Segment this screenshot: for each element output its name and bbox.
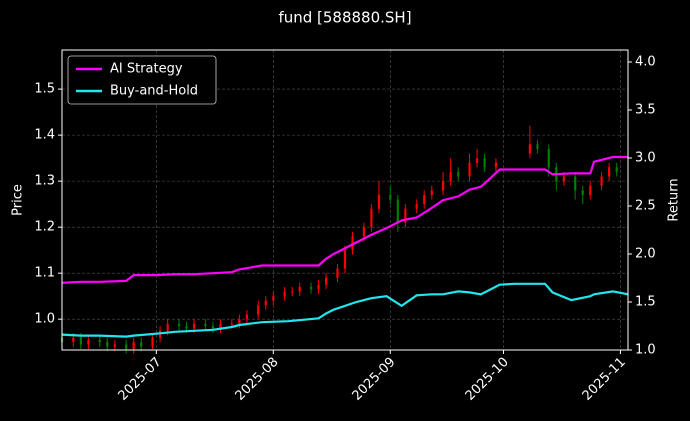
candle-body <box>547 148 550 168</box>
candle-body <box>204 323 207 327</box>
y2-axis-label: Return <box>667 178 682 221</box>
y-tick-label: 1.0 <box>34 312 55 327</box>
candle-body <box>264 300 267 306</box>
candle-body <box>192 323 196 329</box>
candle-body <box>581 190 584 195</box>
candle-body <box>615 167 618 172</box>
candle-body <box>574 176 577 191</box>
candle-body <box>272 296 275 301</box>
candle-body <box>125 344 128 350</box>
candle-body <box>177 323 181 327</box>
y-tick-label: 1.2 <box>34 220 55 235</box>
y2-tick-label: 4.0 <box>635 55 656 70</box>
candle-body <box>79 337 82 345</box>
candle-body <box>415 204 418 209</box>
candle-body <box>396 199 399 223</box>
y2-tick-label: 1.0 <box>635 343 656 358</box>
candle-body <box>475 158 479 163</box>
candle-body <box>457 171 460 177</box>
candle-body <box>298 286 301 292</box>
series-line <box>61 282 629 338</box>
y2-tick-label: 3.0 <box>635 151 656 166</box>
candle-body <box>166 323 169 331</box>
candle-body <box>132 342 135 350</box>
candle-body <box>343 250 347 269</box>
candle-body <box>600 176 603 186</box>
y2-tick-label: 2.0 <box>635 247 656 262</box>
candle-body <box>317 284 320 290</box>
y2-tick-label: 1.5 <box>635 295 656 310</box>
candle-body <box>283 291 286 297</box>
legend-box <box>67 55 217 105</box>
candle-body <box>370 208 373 228</box>
y-tick-label: 1.3 <box>34 174 55 189</box>
candle-body <box>291 291 294 293</box>
candle-body <box>230 323 233 325</box>
y-tick-label: 1.1 <box>34 266 55 281</box>
candle-body <box>608 167 611 177</box>
candle-body <box>589 185 592 195</box>
candle-body <box>423 194 426 205</box>
candle-body <box>87 339 90 345</box>
legend-label: AI Strategy <box>110 62 183 77</box>
candle-body <box>430 190 433 195</box>
candle-body <box>389 194 392 200</box>
candle-body <box>483 158 486 168</box>
candle-body <box>377 194 381 209</box>
candle-body <box>98 339 101 343</box>
candle-body <box>72 337 75 343</box>
y-axis-label: Price <box>11 184 26 216</box>
candle-body <box>528 144 531 154</box>
candle-body <box>325 277 328 285</box>
candle-body <box>449 171 452 182</box>
y-tick-label: 1.4 <box>34 128 55 143</box>
candle-body <box>211 326 215 329</box>
candle-body <box>245 314 248 320</box>
candle-body <box>536 144 539 149</box>
candle-body <box>257 305 260 315</box>
chart-title: fund [588880.SH] <box>278 9 411 27</box>
y2-tick-label: 3.5 <box>635 103 656 118</box>
series-line <box>61 155 628 284</box>
candle-body <box>219 323 222 329</box>
candle-body <box>151 337 154 347</box>
plot-frame <box>61 49 629 351</box>
candle-body <box>309 286 313 290</box>
candle-body <box>106 342 109 347</box>
candle-body <box>140 342 143 347</box>
candle-body <box>468 162 471 177</box>
candle-body <box>113 344 116 347</box>
candle-body <box>442 181 445 191</box>
legend-label: Buy-and-Hold <box>110 84 198 99</box>
y2-tick-label: 2.5 <box>635 199 656 214</box>
candle-body <box>185 326 188 329</box>
candle-body <box>336 268 339 278</box>
candle-body <box>562 176 565 182</box>
candle-body <box>404 208 407 223</box>
candle-body <box>494 162 498 168</box>
candle-body <box>238 319 241 324</box>
y-tick-label: 1.5 <box>34 82 55 97</box>
candle-body <box>362 227 365 237</box>
